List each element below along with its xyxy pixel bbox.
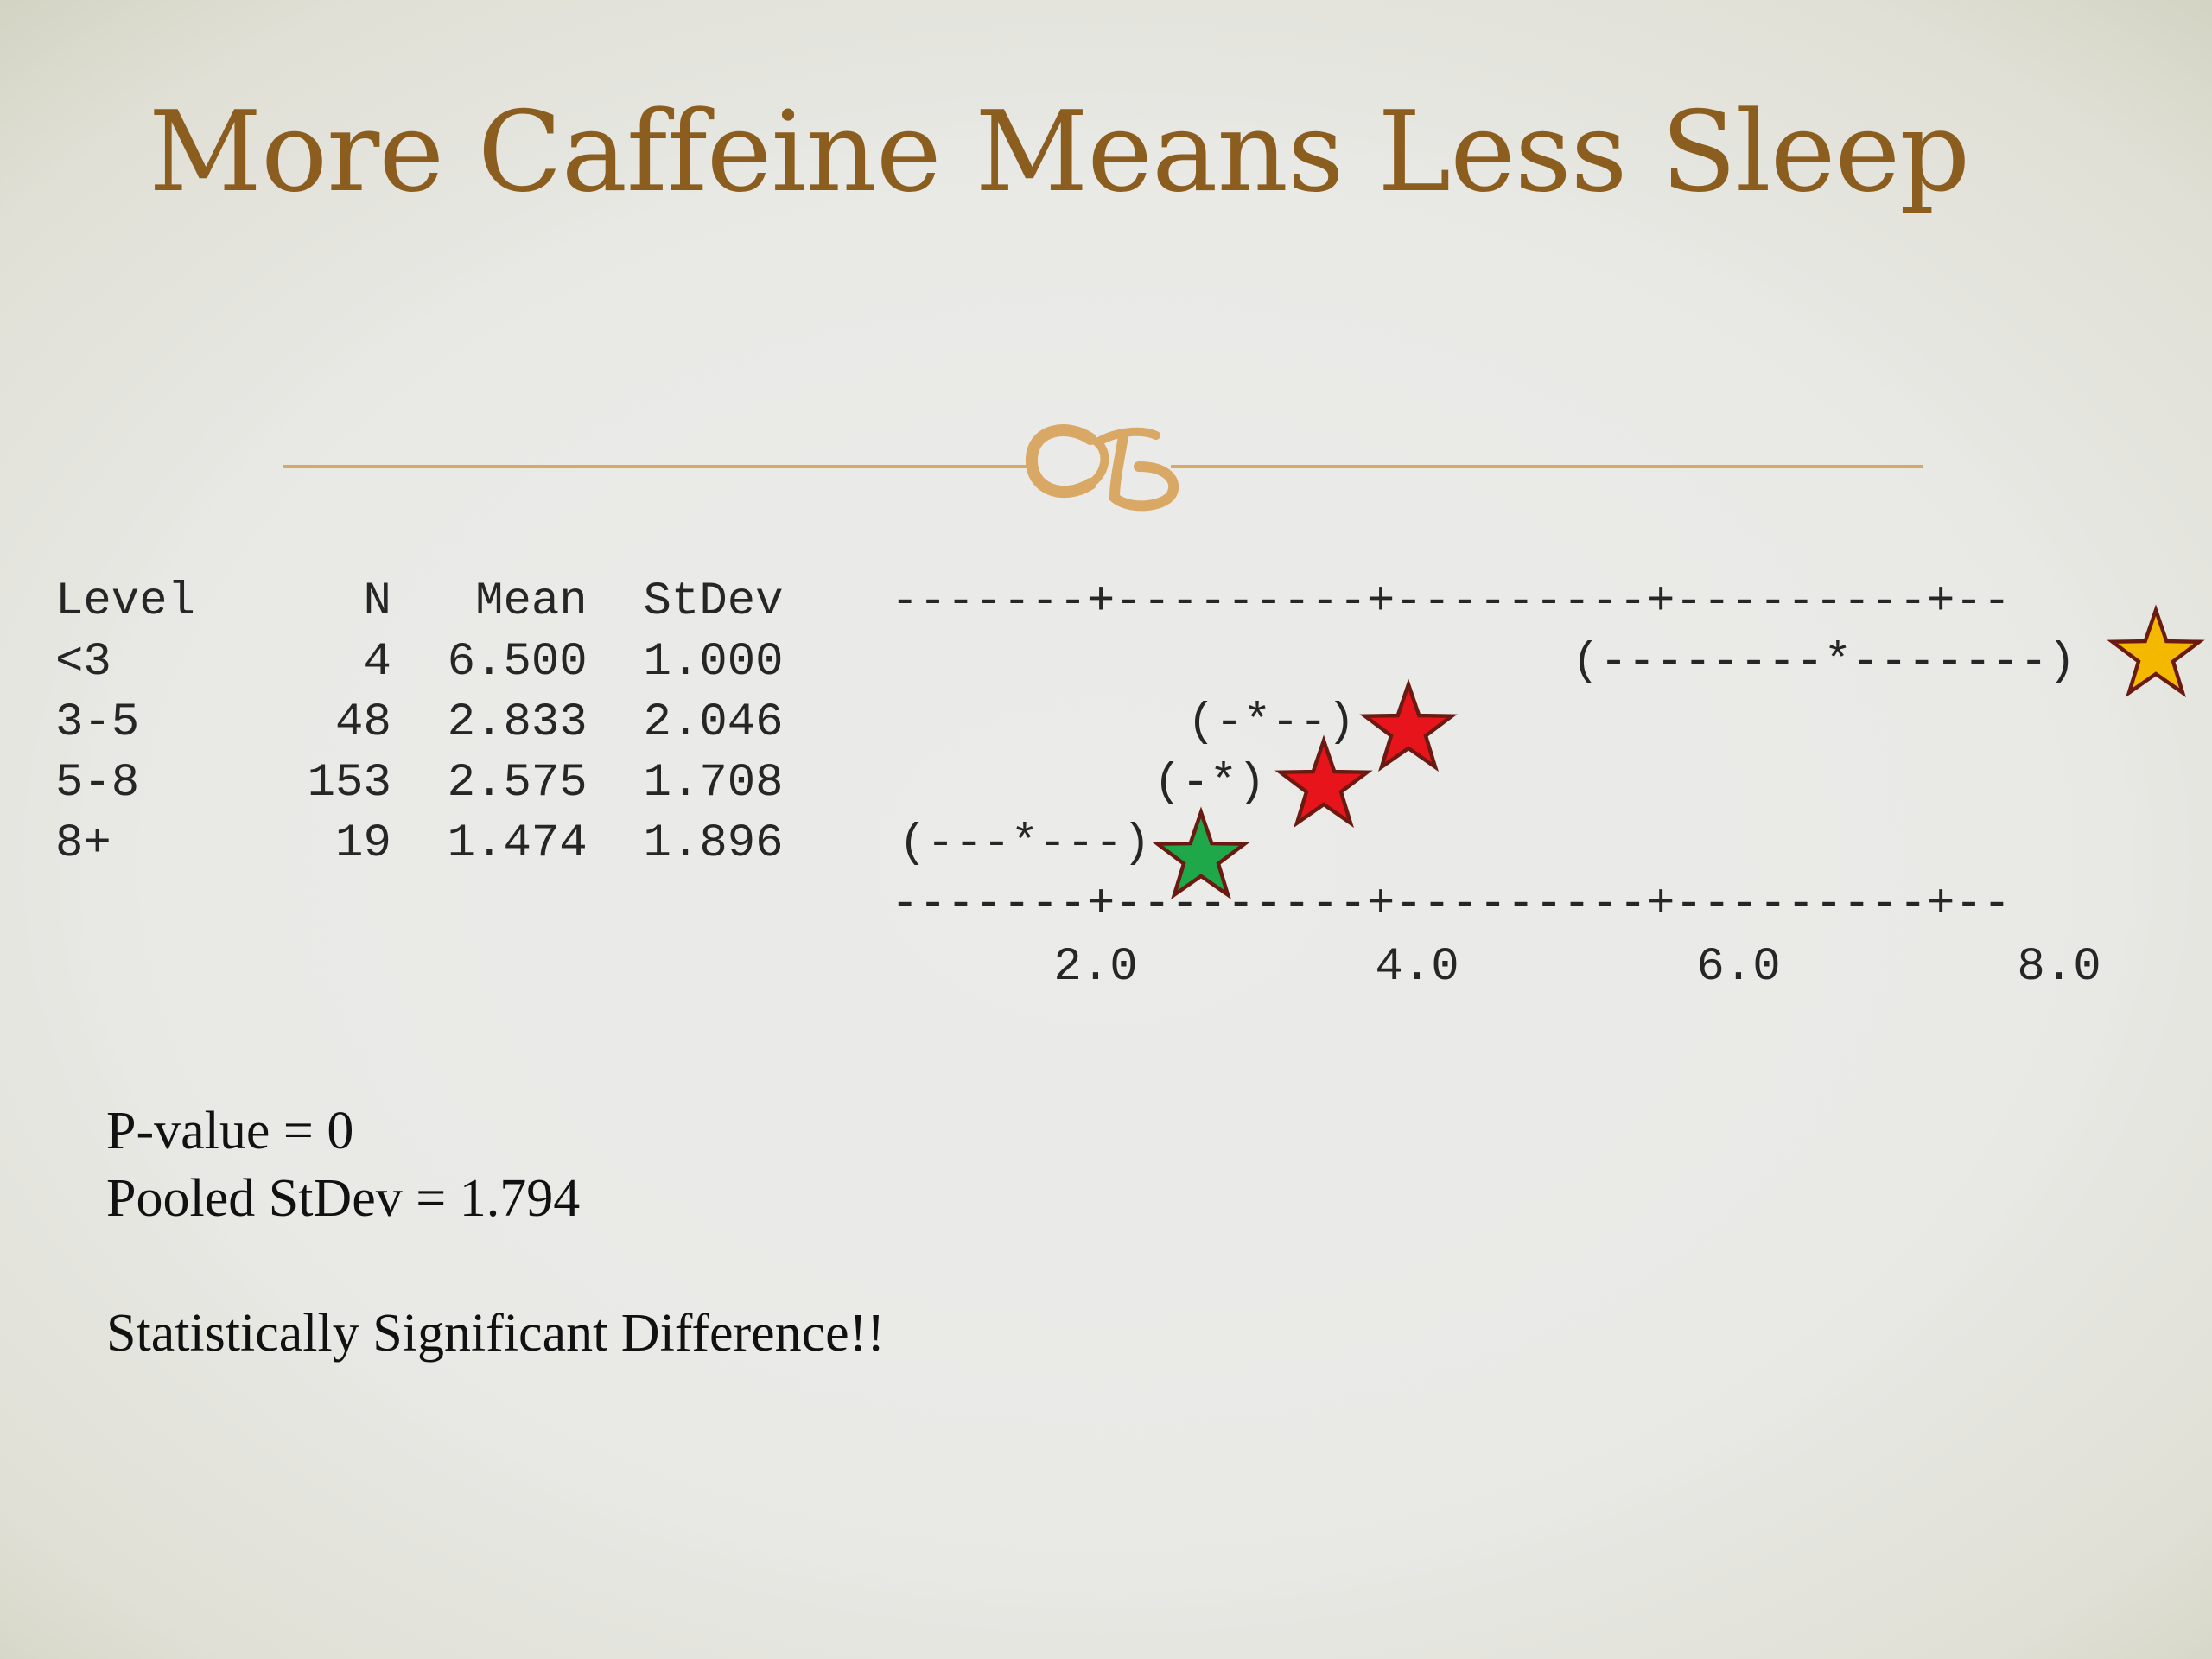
pooled-stdev-text: Pooled StDev = 1.794 — [106, 1169, 581, 1228]
table-row: 8+ 19 1.474 1.896 — [55, 817, 784, 870]
star-icon-red — [1359, 678, 1458, 772]
p-value-text: P-value = 0 — [106, 1102, 354, 1160]
axis-rule-bottom: -------+---------+---------+---------+-- — [891, 878, 2012, 931]
star-icon-green — [1152, 806, 1250, 900]
table-row: 3-5 48 2.833 2.046 — [55, 696, 784, 749]
table-header: Level N Mean StDev — [55, 575, 784, 628]
axis-tick-label: 4.0 — [1375, 941, 1459, 994]
axis-tick-label: 6.0 — [1696, 941, 1781, 994]
ci-interval: (---*---) — [899, 817, 1151, 870]
table-row: 5-8 153 2.575 1.708 — [55, 757, 784, 810]
axis-rule-top: -------+---------+---------+---------+-- — [891, 575, 2012, 628]
conclusion-text: Statistically Significant Difference!! — [106, 1304, 885, 1363]
slide-title: More Caffeine Means Less Sleep — [149, 88, 1970, 217]
ci-interval: (-*--) — [1187, 696, 1356, 749]
ci-interval: (-*) — [1154, 757, 1266, 810]
axis-tick-label: 2.0 — [1053, 941, 1138, 994]
star-icon-yellow — [2107, 604, 2205, 698]
star-icon-red — [1274, 734, 1373, 829]
ci-interval: (--------*-------) — [1572, 636, 2076, 689]
axis-tick-label: 8.0 — [2017, 941, 2101, 994]
flourish-icon — [1026, 424, 1179, 512]
table-row: <3 4 6.500 1.000 — [55, 636, 784, 689]
